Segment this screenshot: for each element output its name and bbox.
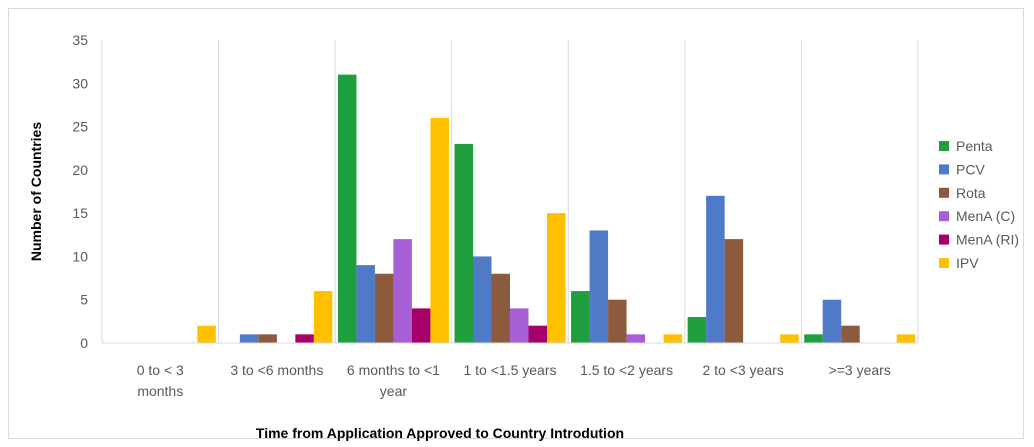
legend-swatch: [939, 211, 949, 222]
legend-swatch: [939, 164, 949, 175]
legend-label: Penta: [956, 138, 993, 154]
bar-pcv: [473, 256, 492, 343]
bar-ipv: [430, 117, 449, 344]
legend-label: MenA (RI): [956, 232, 1019, 248]
bar-ipv: [780, 334, 799, 343]
bar-penta: [687, 317, 707, 343]
legend-swatch: [939, 187, 949, 198]
y-tick-label: 25: [72, 119, 88, 135]
bar-pcv: [589, 230, 609, 343]
x-tick-label: 6 months to <1 year: [347, 362, 440, 399]
x-tick-label: 2 to <3 years: [702, 362, 783, 378]
bar-ipv: [313, 291, 333, 343]
bar-mena-ri-: [295, 334, 314, 343]
bar-penta: [454, 143, 473, 343]
x-tick-label: >=3 years: [829, 362, 891, 378]
y-tick-label: 15: [72, 205, 88, 221]
bar-pcv: [239, 334, 259, 343]
legend-swatch: [939, 234, 949, 245]
bar-mena-ri-: [411, 308, 431, 343]
bar-rota: [724, 239, 744, 343]
bar-rota: [258, 334, 277, 343]
x-tick-label: 3 to <6 months: [230, 362, 323, 378]
y-tick-label: 35: [72, 32, 88, 48]
bar-rota: [491, 273, 510, 343]
y-tick-label: 20: [72, 162, 88, 178]
bar-ipv: [197, 325, 216, 343]
legend-label: IPV: [956, 255, 979, 271]
y-tick-label: 10: [72, 248, 88, 264]
x-axis-title: Time from Application Approved to Countr…: [256, 425, 624, 441]
y-axis-title: Number of Countries: [28, 122, 44, 261]
legend-label: PCV: [956, 161, 985, 177]
bar-mena-c-: [626, 334, 646, 343]
x-tick-label: 1 to <1.5 years: [463, 362, 556, 378]
bar-rota: [608, 299, 627, 343]
bar-pcv: [822, 299, 842, 343]
legend-label: Rota: [956, 185, 986, 201]
bar-rota: [841, 325, 860, 343]
legend-label: MenA (C): [956, 208, 1015, 224]
bar-ipv: [547, 213, 566, 343]
bar-mena-ri-: [528, 325, 547, 343]
bar-pcv: [706, 195, 725, 343]
y-tick-label: 5: [80, 292, 88, 308]
bar-penta: [571, 291, 590, 343]
bar-mena-c-: [393, 239, 412, 343]
legend-swatch: [939, 141, 949, 151]
y-tick-label: 30: [72, 75, 88, 91]
bar-penta: [337, 74, 357, 343]
bar-pcv: [356, 265, 375, 343]
bar-penta: [804, 334, 823, 343]
chart-frame: [8, 8, 1024, 439]
bar-rota: [374, 273, 394, 343]
bar-mena-c-: [510, 308, 529, 343]
bar-ipv: [663, 334, 683, 343]
x-tick-label: 0 to < 3 months: [137, 362, 184, 399]
legend-swatch: [939, 258, 949, 268]
bar-ipv: [896, 334, 916, 343]
y-tick-label: 0: [80, 335, 88, 351]
x-tick-label: 1.5 to <2 years: [580, 362, 673, 378]
